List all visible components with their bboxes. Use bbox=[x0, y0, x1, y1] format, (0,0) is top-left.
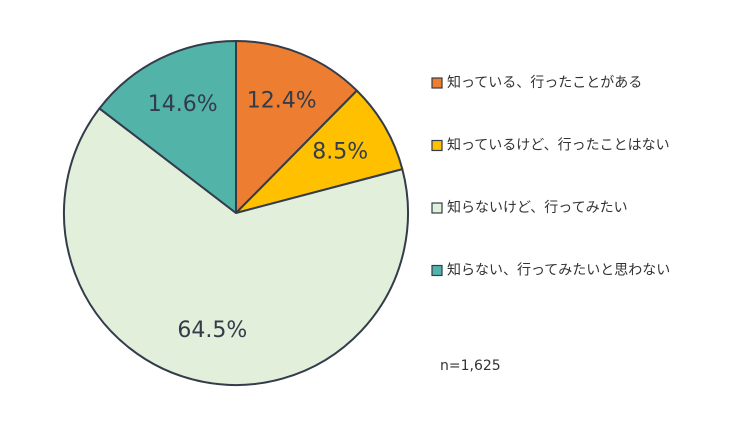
pie-slice bbox=[235, 40, 358, 214]
legend-label: 知らない、行ってみたいと思わない bbox=[447, 262, 670, 279]
pie-slice bbox=[63, 107, 409, 386]
pie-slice bbox=[235, 89, 404, 214]
legend-swatch bbox=[431, 139, 443, 152]
legend-label: 知っている、行ったことがある bbox=[447, 74, 642, 91]
legend-label: 知らないけど、行ってみたい bbox=[447, 199, 628, 216]
data-label: 8.5% bbox=[312, 140, 368, 165]
legend-label: 知っているけど、行ったことはない bbox=[447, 137, 670, 154]
legend-swatch bbox=[431, 264, 443, 277]
data-label: 64.5% bbox=[177, 318, 247, 343]
data-label: 12.4% bbox=[247, 89, 317, 114]
legend-swatch bbox=[431, 202, 443, 214]
legend-swatch bbox=[431, 77, 443, 89]
data-label: 14.6% bbox=[148, 92, 218, 117]
pie-slice bbox=[98, 40, 237, 214]
annotation: n=1,625 bbox=[440, 358, 501, 374]
